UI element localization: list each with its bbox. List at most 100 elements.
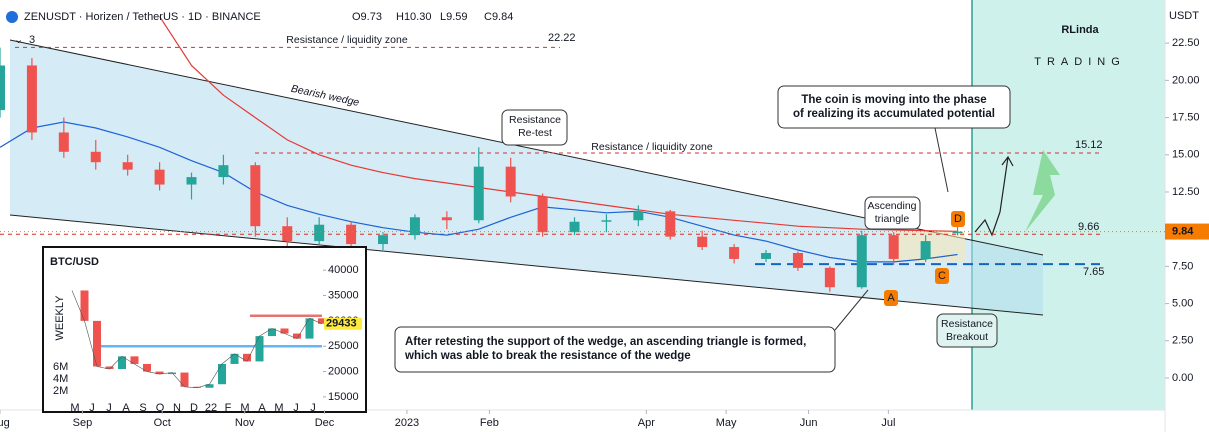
inset-candle xyxy=(230,353,239,364)
candle-body xyxy=(26,65,37,133)
marker-box xyxy=(951,211,965,227)
inset-month: A xyxy=(258,402,266,414)
candle-body xyxy=(856,235,867,288)
inset-y-tick-label: 40000 xyxy=(328,264,359,276)
candle-body xyxy=(761,252,772,259)
candle-body xyxy=(250,165,261,227)
x-tick-label: Jun xyxy=(800,417,818,429)
inset-candle xyxy=(93,320,101,367)
inset-candle xyxy=(293,333,301,339)
candle-body xyxy=(633,211,644,221)
level-label: 22.22 xyxy=(548,32,576,44)
price-tag-label: 9.84 xyxy=(1172,225,1194,237)
inset-volume-label: 4M xyxy=(53,373,68,385)
inset-month: N xyxy=(173,402,181,414)
candle-body xyxy=(282,226,293,242)
inset-volume-label: 6M xyxy=(53,361,68,373)
annotation: Resistance / liquidity zone xyxy=(286,34,408,46)
projection-arrow xyxy=(974,155,1014,237)
candle-body xyxy=(665,211,676,237)
candle-body xyxy=(952,231,963,234)
y-tick-label: 7.50 xyxy=(1172,260,1193,272)
inset-volume-label: 2M xyxy=(53,385,68,397)
candle-body xyxy=(58,132,69,152)
candle-body xyxy=(122,162,133,170)
annotation: triangle xyxy=(875,213,910,225)
x-tick-label: Feb xyxy=(480,417,499,429)
inset-candle xyxy=(268,328,276,337)
inset-month: S xyxy=(139,402,146,414)
inset-month: A xyxy=(122,402,130,414)
inset-price-tag xyxy=(324,317,362,330)
ohlc-value: C9.84 xyxy=(484,11,513,23)
indicator-count: 3 xyxy=(29,34,35,46)
candle-body xyxy=(729,247,740,259)
inset-candle xyxy=(155,371,164,375)
inset-y-tick-label: 15000 xyxy=(328,391,359,403)
candle-body xyxy=(378,235,389,245)
inset-candle xyxy=(168,372,176,375)
annotation: Breakout xyxy=(946,331,988,343)
level-label: 7.65 xyxy=(1083,266,1104,278)
annotation-box xyxy=(777,85,1011,129)
candle-body xyxy=(537,196,548,233)
symbol-icon xyxy=(6,11,18,23)
inset-month: D xyxy=(190,402,198,414)
candle-body xyxy=(409,217,420,236)
candle-body xyxy=(218,165,229,178)
candle-body xyxy=(0,65,5,111)
green-arrow xyxy=(1025,150,1060,232)
annotation-box xyxy=(394,326,836,373)
inset-candle xyxy=(305,318,314,339)
inset-month: M xyxy=(240,402,249,414)
x-tick-label: Dec xyxy=(315,417,335,429)
candle-body xyxy=(601,220,612,222)
marker: A xyxy=(887,292,895,304)
inset-candle xyxy=(243,353,251,362)
x-tick-label: Aug xyxy=(0,417,10,429)
inset-frame xyxy=(42,246,367,413)
candle-body xyxy=(441,217,452,221)
inset-candle xyxy=(105,366,114,370)
candle-body xyxy=(888,235,899,259)
logo-main: RLinda xyxy=(1061,24,1099,36)
marker-box xyxy=(935,268,949,284)
candle-body xyxy=(90,151,101,163)
y-tick-label: 0.00 xyxy=(1172,372,1193,384)
inset-month: O xyxy=(156,402,165,414)
inset-month: M xyxy=(274,402,283,414)
candle-body xyxy=(186,177,197,185)
annotation-box xyxy=(864,196,921,230)
currency: USDT xyxy=(1169,10,1199,22)
level-label: 9.66 xyxy=(1078,221,1099,233)
annotation: which was able to break the resistance o… xyxy=(404,350,691,362)
x-tick-label: Nov xyxy=(235,417,255,429)
ohlc-value: H10.30 xyxy=(396,11,431,23)
inset-candle xyxy=(180,372,189,387)
marker: D xyxy=(954,213,962,225)
inset-candle xyxy=(193,386,201,388)
candle-body xyxy=(314,224,325,242)
annotation-box xyxy=(501,109,568,146)
annotation: Resistance / liquidity zone xyxy=(591,141,713,153)
inset-month: J xyxy=(293,402,299,414)
ohlc-value: L9.59 xyxy=(440,11,468,23)
inset-candle xyxy=(318,318,326,324)
indicator-caret: ⌄ xyxy=(14,34,23,46)
inset-month: J xyxy=(89,402,95,414)
inset-y-tick-label: 20000 xyxy=(328,365,359,377)
inset-y-tick-label: 25000 xyxy=(328,340,359,352)
x-tick-label: Apr xyxy=(638,417,655,429)
inset-month: 22 xyxy=(205,402,217,414)
candle-body xyxy=(154,169,165,185)
y-tick-label: 5.00 xyxy=(1172,297,1193,309)
annotation: The coin is moving into the phase xyxy=(801,94,986,106)
y-tick-label: 17.50 xyxy=(1172,111,1200,123)
x-tick-label: Sep xyxy=(73,417,93,429)
inset-price-label: 29433 xyxy=(326,318,357,330)
marker-box xyxy=(884,290,898,306)
inset-candle xyxy=(143,363,151,372)
wedge-lower xyxy=(9,214,1044,316)
x-tick-label: 2023 xyxy=(395,417,419,429)
annotation: Resistance xyxy=(941,318,993,330)
